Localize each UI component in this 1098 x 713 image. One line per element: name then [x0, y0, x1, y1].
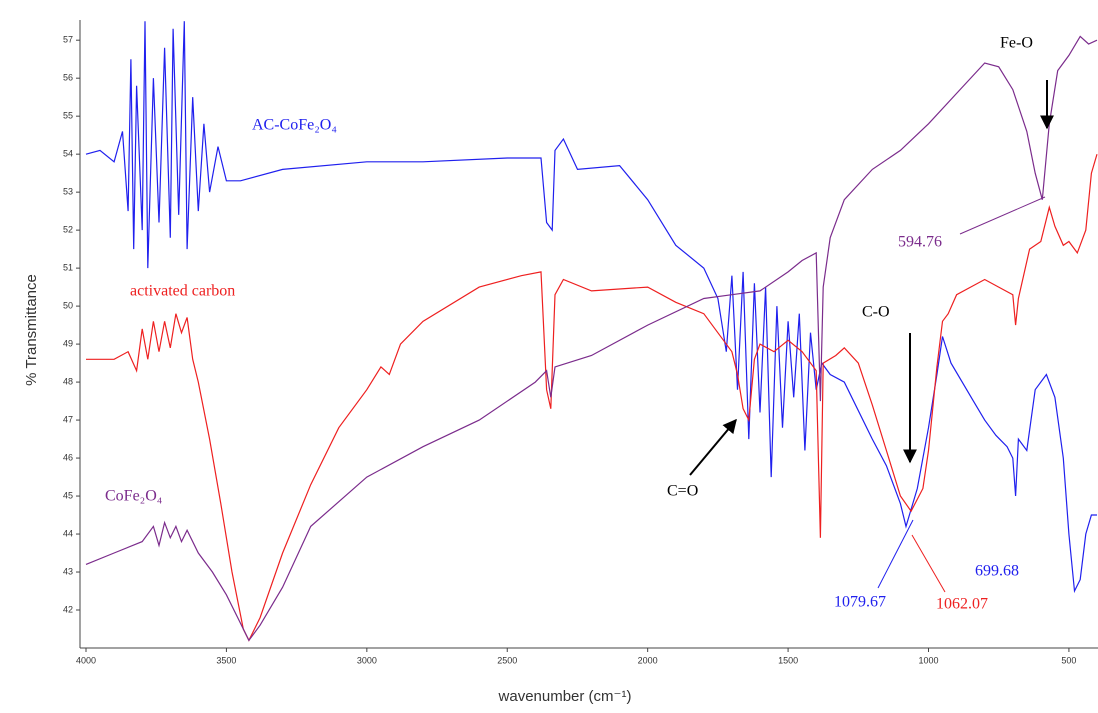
annotation: 594.76 — [898, 234, 942, 251]
series-line — [86, 154, 1098, 642]
y-tick-label: 46 — [63, 452, 73, 462]
x-tick-label: 1000 — [918, 655, 938, 665]
y-tick-label: 48 — [63, 376, 73, 386]
annotation: C-O — [862, 304, 890, 321]
y-tick-label: 45 — [63, 490, 73, 500]
y-tick-label: 57 — [63, 35, 73, 45]
x-tick-label: 4000 — [76, 655, 96, 665]
series-line — [85, 35, 1098, 642]
y-tick-label: 47 — [63, 414, 73, 424]
x-tick-label: 3000 — [357, 655, 377, 665]
y-tick-label: 50 — [63, 300, 73, 310]
y-tick-label: 44 — [63, 528, 73, 538]
series-label: activated carbon — [130, 283, 235, 300]
annotation: Fe-O — [1000, 35, 1033, 52]
leader-line — [911, 534, 946, 593]
y-tick-label: 56 — [63, 73, 73, 83]
annotation: 1079.67 — [834, 594, 886, 611]
y-axis-title: % Transmittance — [23, 274, 40, 386]
y-tick-label: 51 — [63, 262, 73, 272]
y-tick-label: 43 — [63, 566, 73, 576]
annotation-arrow — [689, 418, 737, 476]
x-tick-label: 2000 — [638, 655, 658, 665]
y-tick-label: 55 — [63, 111, 73, 121]
leader-line — [959, 196, 1046, 235]
y-tick-label: 52 — [63, 225, 73, 235]
x-tick-label: 1500 — [778, 655, 798, 665]
leader-line — [877, 519, 914, 589]
annotation: 699.68 — [975, 563, 1019, 580]
x-tick-label: 3500 — [216, 655, 236, 665]
x-tick-label: 2500 — [497, 655, 517, 665]
annotation: C=O — [667, 483, 698, 500]
y-tick-label: 53 — [63, 187, 73, 197]
x-axis-title: wavenumber (cm⁻¹) — [498, 688, 632, 705]
annotation: 1062.07 — [936, 596, 988, 613]
y-tick-label: 49 — [63, 338, 73, 348]
series-label: CoFe₂O₄ — [105, 488, 163, 505]
x-tick-label: 500 — [1061, 655, 1076, 665]
series-label: AC-CoFe₂O₄ — [252, 117, 337, 134]
y-tick-label: 42 — [63, 604, 73, 614]
y-tick-label: 54 — [63, 149, 73, 159]
series-line — [85, 21, 1097, 594]
